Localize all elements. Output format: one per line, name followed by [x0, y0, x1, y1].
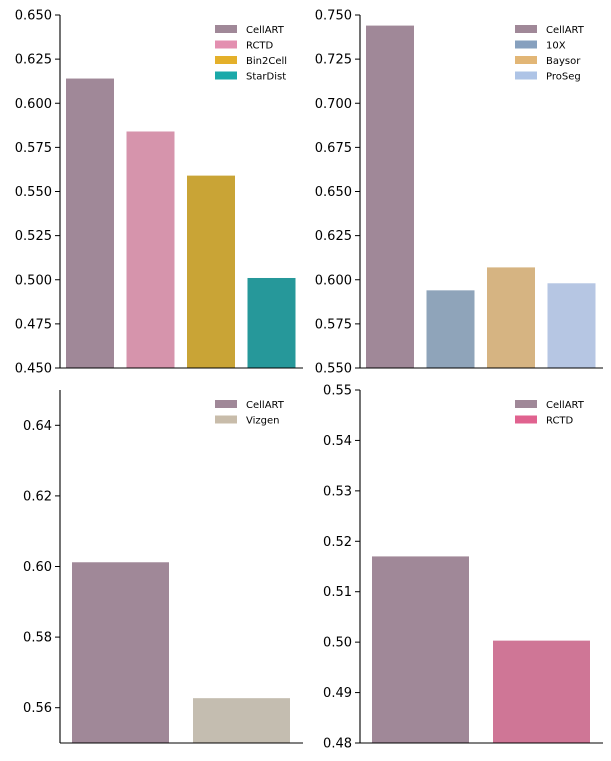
legend-swatch-rctd: [515, 415, 537, 424]
y-tick-label: 0.54: [323, 434, 352, 449]
legend-label-10x: 10X: [546, 41, 566, 52]
legend-swatch-10x: [515, 40, 537, 49]
y-tick-label: 0.500: [15, 273, 52, 288]
bar-cellart: [66, 78, 114, 368]
y-tick-label: 0.625: [315, 229, 352, 244]
y-tick-label: 0.450: [15, 362, 52, 377]
y-tick-label: 0.575: [315, 317, 352, 332]
bar-rctd: [126, 131, 175, 368]
y-tick-label: 0.53: [323, 484, 352, 499]
chart-panel-top-right: 0.550 0.575 0.600 0.625 0.650 0.675 0.700 0.725…: [315, 9, 603, 377]
y-tick-label: 0.49: [323, 686, 352, 701]
chart-panel-top-left: 0.450 0.475 0.500 0.525 0.550 0.575 0.600 0.625…: [15, 9, 303, 377]
y-tick-label: 0.750: [315, 9, 352, 24]
legend-swatch-stardist: [215, 71, 237, 80]
y-tick-label: 0.650: [315, 185, 352, 200]
legend-label-rctd: RCTD: [246, 41, 274, 52]
chart-panel-bottom-left: 0.56 0.58 0.60 0.62 0.64 CellART Vizgen: [23, 390, 303, 744]
legend-label-cellart: CellART: [546, 400, 585, 411]
bar-proseg: [547, 283, 596, 368]
y-tick-label: 0.52: [323, 535, 352, 550]
legend-swatch-bin2cell: [215, 56, 237, 64]
legend-label-cellart: CellART: [246, 25, 285, 36]
bar-bin2cell: [187, 175, 235, 368]
bar-stardist: [247, 277, 296, 368]
y-tick-label: 0.675: [315, 141, 352, 156]
y-tick-label: 0.55: [323, 384, 352, 399]
bar-rctd: [493, 640, 590, 743]
bar-cellart: [72, 562, 169, 743]
y-tick-label: 0.650: [15, 9, 52, 24]
legend-swatch-rctd: [215, 40, 237, 49]
legend-swatch-cellart: [215, 25, 237, 33]
legend-label-rctd: RCTD: [546, 416, 574, 427]
legend-label-bin2cell: Bin2Cell: [246, 56, 287, 67]
legend-swatch-cellart: [215, 400, 237, 408]
bar-cellart: [366, 25, 414, 369]
legend-label-vizgen: Vizgen: [246, 416, 280, 427]
bar-baysor: [487, 267, 535, 368]
y-tick-label: 0.48: [323, 737, 352, 752]
y-tick-label: 0.600: [315, 273, 352, 288]
bar-10x: [426, 290, 475, 368]
legend-swatch-proseg: [515, 71, 537, 80]
y-tick-label: 0.600: [15, 97, 52, 112]
y-tick-label: 0.50: [323, 636, 352, 651]
y-tick-label: 0.62: [23, 489, 52, 504]
y-tick-label: 0.550: [15, 185, 52, 200]
legend-swatch-baysor: [515, 56, 537, 64]
legend-swatch-cellart: [515, 400, 537, 408]
bar-vizgen: [193, 698, 290, 743]
y-tick-label: 0.625: [15, 53, 52, 68]
legend-label-stardist: StarDist: [246, 72, 286, 83]
legend-label-baysor: Baysor: [546, 56, 581, 67]
y-tick-label: 0.51: [323, 585, 352, 600]
legend-label-cellart: CellART: [246, 400, 285, 411]
y-tick-label: 0.525: [15, 229, 52, 244]
y-tick-label: 0.64: [23, 419, 52, 434]
bar-cellart: [372, 556, 469, 743]
legend-swatch-vizgen: [215, 415, 237, 424]
y-tick-label: 0.700: [315, 97, 352, 112]
chart-panel-bottom-right: 0.48 0.49 0.50 0.51 0.52 0.53 0.54 0.55 CellART R…: [323, 384, 603, 752]
y-tick-label: 0.58: [23, 631, 52, 646]
y-tick-label: 0.575: [15, 141, 52, 156]
legend-label-cellart: CellART: [546, 25, 585, 36]
legend-swatch-cellart: [515, 25, 537, 33]
y-tick-label: 0.475: [15, 317, 52, 332]
y-tick-label: 0.725: [315, 53, 352, 68]
y-tick-label: 0.60: [23, 560, 52, 575]
y-tick-label: 0.56: [23, 701, 52, 716]
y-tick-label: 0.550: [315, 362, 352, 377]
legend-label-proseg: ProSeg: [546, 72, 581, 83]
